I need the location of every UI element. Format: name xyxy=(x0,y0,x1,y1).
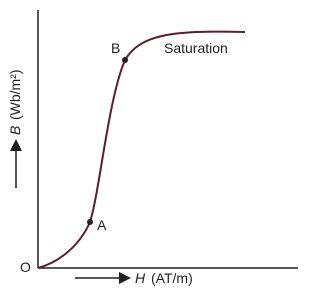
y-axis-label: B (Wb/m²) xyxy=(7,69,23,135)
x-symbol: H xyxy=(135,270,146,286)
origin-label: O xyxy=(20,259,31,275)
y-unit: (Wb/m²) xyxy=(7,69,23,120)
annotation: Saturation xyxy=(164,40,228,56)
point-b xyxy=(122,57,128,63)
diagram: A B Saturation O B (Wb/m²) H (AT/m) xyxy=(7,10,298,286)
point-label: A xyxy=(97,217,107,233)
point-label: B xyxy=(111,40,120,56)
bh-curve xyxy=(37,30,246,269)
x-unit: (AT/m) xyxy=(151,270,193,286)
y-symbol: B xyxy=(7,126,23,135)
point-a xyxy=(87,219,93,225)
